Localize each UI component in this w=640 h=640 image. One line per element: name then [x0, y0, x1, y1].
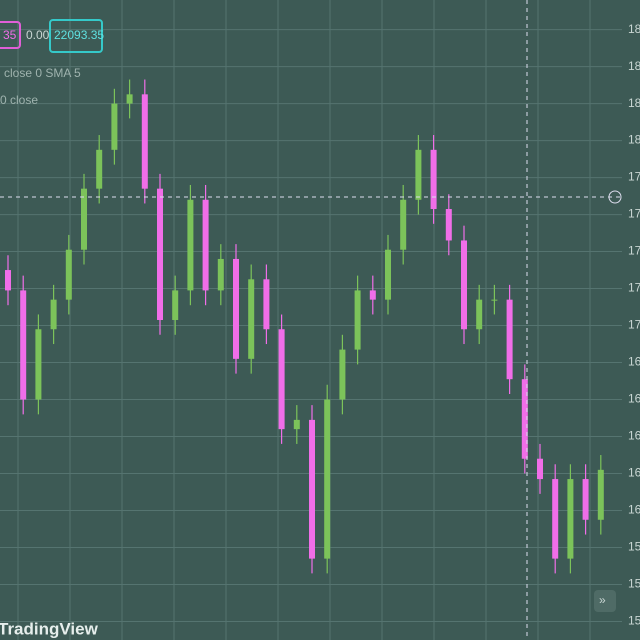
- brand: TradingView: [0, 619, 99, 638]
- candle-body: [400, 199, 407, 250]
- candle-body: [20, 290, 27, 400]
- y-tick-label: 17: [628, 318, 640, 332]
- candle-body: [552, 479, 559, 559]
- candle-body: [537, 458, 543, 480]
- y-tick-label: 18: [628, 133, 640, 147]
- candle-body: [369, 290, 376, 300]
- y-tick-label: 15: [628, 540, 640, 554]
- candle-body: [96, 149, 103, 189]
- y-tick-label: 16: [628, 503, 640, 517]
- y-tick-label: 17: [628, 170, 640, 184]
- scroll-icon[interactable]: »: [599, 593, 606, 607]
- candle-body: [582, 479, 589, 520]
- vertical-grid: [17, 0, 591, 640]
- crosshair-plus[interactable]: [608, 190, 622, 204]
- candle-body: [430, 149, 437, 210]
- zero: 0.00: [26, 28, 50, 42]
- candle-body: [339, 349, 346, 400]
- scroll-button[interactable]: [594, 590, 616, 612]
- candle-body: [506, 299, 513, 380]
- y-tick-label: 16: [628, 466, 640, 480]
- candle-body: [476, 299, 483, 330]
- y-tick-label: 16: [628, 392, 640, 406]
- candle-body: [126, 94, 133, 104]
- candle-body: [278, 329, 285, 430]
- candle-body: [111, 103, 118, 150]
- candle-body: [567, 479, 574, 559]
- y-tick-label: 17: [628, 207, 640, 221]
- y-tick-label: 16: [628, 355, 640, 369]
- candle-body: [65, 249, 72, 300]
- candle-body: [202, 199, 209, 291]
- sma-label: close 0 SMA 5: [4, 66, 81, 80]
- candle-body: [5, 270, 11, 291]
- candle-body: [354, 290, 361, 350]
- y-tick-label: 15: [628, 577, 640, 591]
- y-tick-label: 18: [628, 22, 640, 36]
- candle-body: [324, 399, 331, 559]
- candle-body: [81, 188, 87, 250]
- change-box: [0, 21, 21, 49]
- close-label: 0 close: [0, 93, 38, 107]
- candles: [5, 79, 604, 574]
- candle-body: [233, 258, 239, 359]
- y-tick-label: 16: [628, 429, 640, 443]
- candle-body: [445, 209, 452, 241]
- y-tick-label: 18: [628, 59, 640, 73]
- candle-body: [263, 279, 270, 330]
- candle-body: [35, 329, 42, 400]
- price-box: [49, 19, 103, 53]
- y-tick-label: 15: [628, 614, 640, 628]
- candle-body: [187, 199, 194, 291]
- candle-body: [217, 258, 224, 291]
- candle-body: [521, 379, 528, 459]
- y-tick-label: 17: [628, 281, 640, 295]
- candle-body: [309, 419, 315, 559]
- candle-body: [157, 188, 163, 320]
- y-tick-label: 17: [628, 244, 640, 258]
- candle-body: [248, 279, 255, 359]
- change: 35: [3, 28, 17, 42]
- candle-body: [597, 469, 604, 520]
- candle-body: [415, 149, 422, 200]
- candle-body: [293, 419, 300, 430]
- candle-body: [461, 240, 467, 330]
- candle-body: [172, 290, 179, 320]
- candle-body: [141, 94, 148, 189]
- candle-body: [50, 299, 57, 330]
- y-tick-label: 18: [628, 96, 640, 110]
- candle-body: [385, 249, 391, 300]
- candle-body: [491, 299, 498, 301]
- last-price: 22093.35: [54, 28, 104, 42]
